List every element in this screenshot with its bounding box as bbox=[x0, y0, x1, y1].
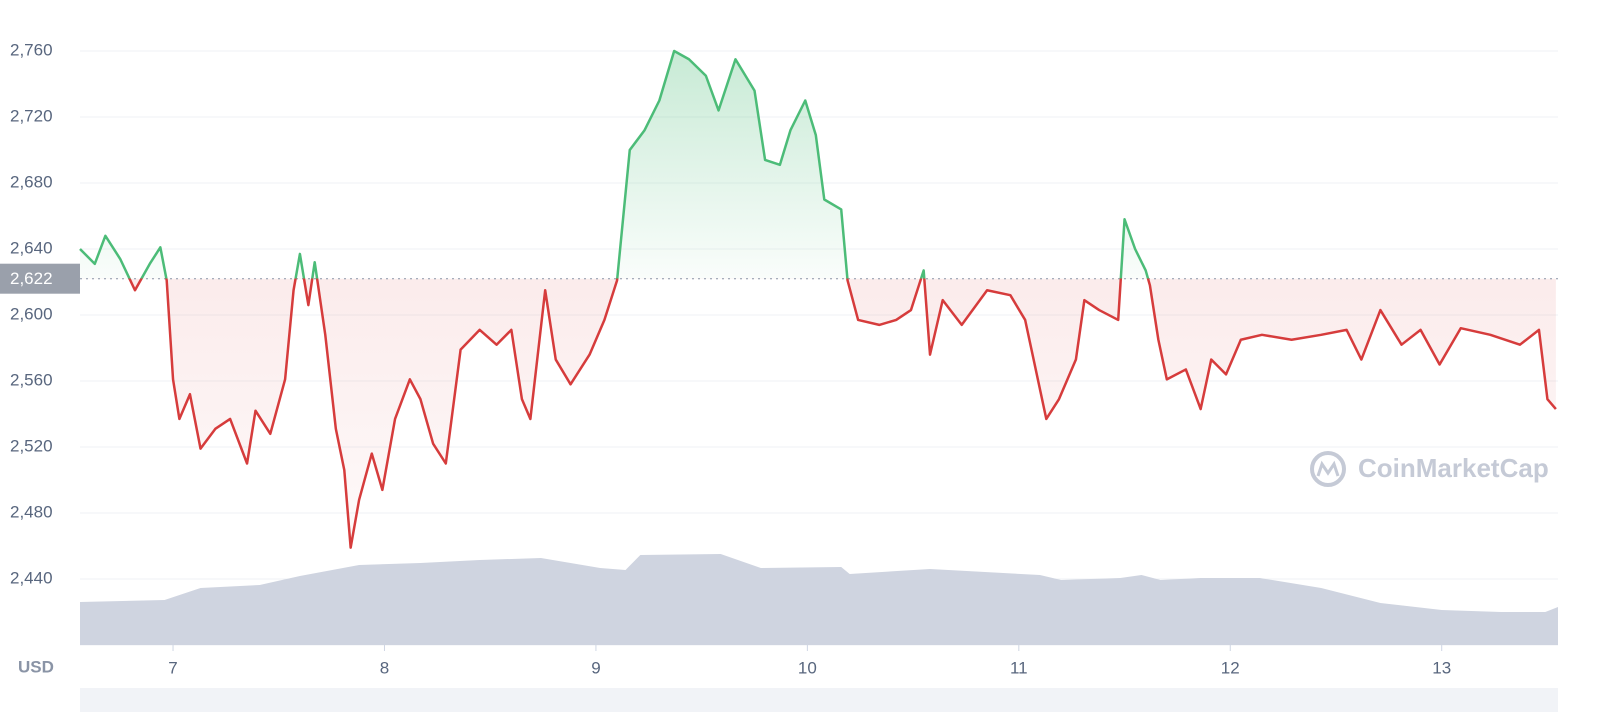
y-tick-label: 2,560 bbox=[10, 370, 53, 389]
reference-label-box bbox=[0, 263, 80, 294]
y-tick-label: 2,680 bbox=[10, 172, 53, 191]
volume-area bbox=[80, 554, 1558, 645]
watermark: CoinMarketCap bbox=[1310, 451, 1549, 487]
x-tick-label: 11 bbox=[1010, 658, 1028, 677]
x-tick-label: 13 bbox=[1432, 658, 1451, 677]
y-tick-label: 2,520 bbox=[10, 436, 53, 455]
y-tick-label: 2,720 bbox=[10, 106, 53, 125]
y-tick-label: 2,480 bbox=[10, 502, 53, 521]
x-tick-label: 9 bbox=[591, 658, 600, 677]
x-tick-label: 8 bbox=[380, 658, 389, 677]
y-tick-label: 2,760 bbox=[10, 40, 53, 59]
reference-label: 2,622 bbox=[10, 269, 53, 288]
price-line bbox=[79, 49, 1557, 549]
y-tick-label: 2,600 bbox=[10, 304, 53, 323]
y-tick-label: 2,640 bbox=[10, 238, 53, 257]
x-tick-label: 10 bbox=[798, 658, 817, 677]
navigator bbox=[80, 688, 1558, 712]
x-tick-label: 12 bbox=[1221, 658, 1240, 677]
price-area bbox=[80, 51, 1556, 548]
watermark-text: CoinMarketCap bbox=[1358, 453, 1549, 483]
y-tick-label: 2,440 bbox=[10, 568, 53, 587]
currency-label: USD bbox=[18, 657, 54, 676]
x-tick-label: 7 bbox=[168, 658, 177, 677]
